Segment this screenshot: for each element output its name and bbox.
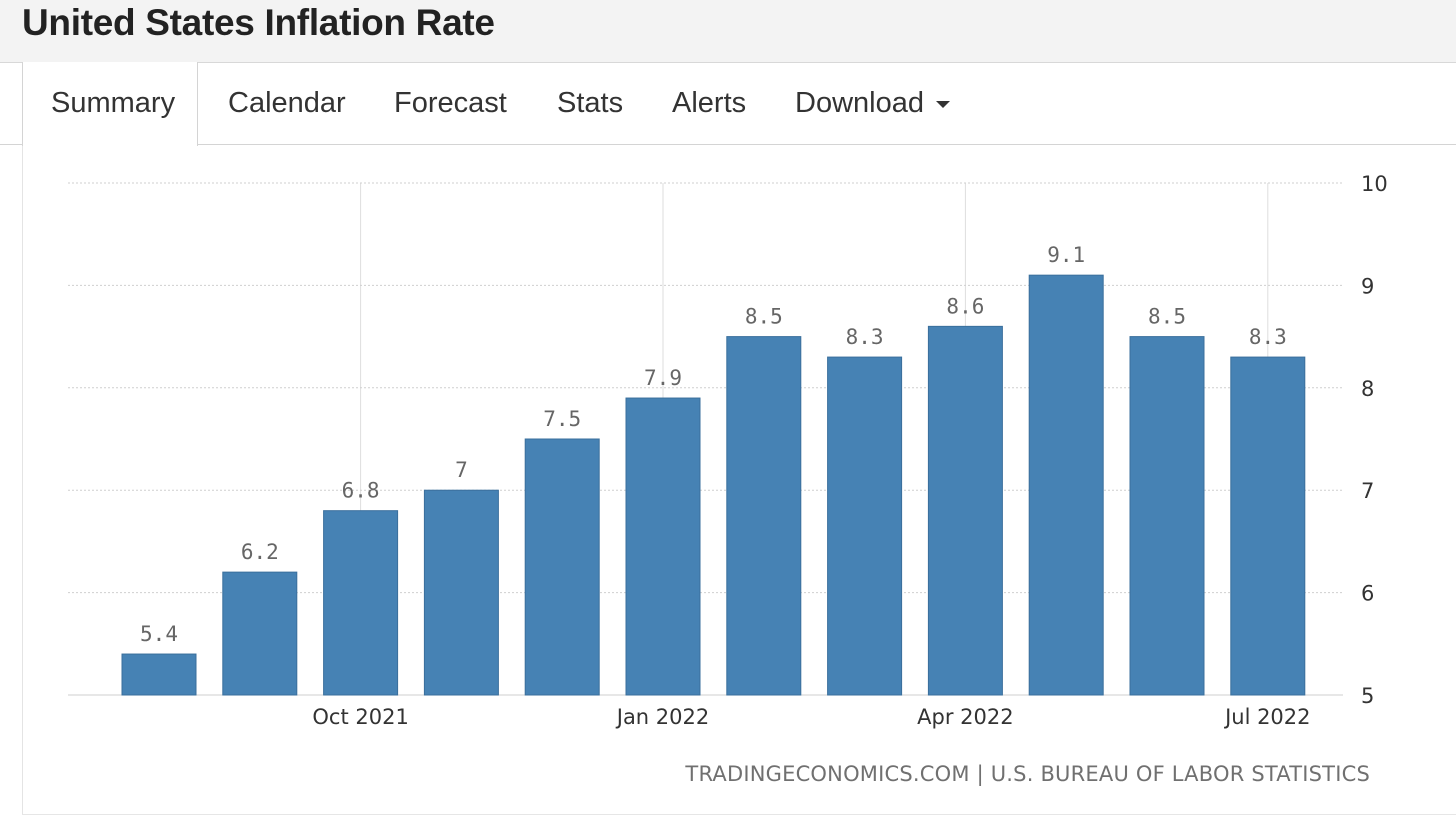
- x-tick-label: Oct 2021: [312, 705, 408, 729]
- y-tick-label: 8: [1361, 377, 1374, 401]
- bar: [1230, 356, 1306, 696]
- chart-source: TRADINGECONOMICS.COM | U.S. BUREAU OF LA…: [685, 762, 1370, 786]
- y-tick-label: 7: [1361, 479, 1374, 503]
- page-title: United States Inflation Rate: [22, 2, 495, 43]
- tab-download-label: Download: [795, 87, 924, 119]
- caret-down-icon: [935, 100, 950, 108]
- bar: [423, 489, 499, 696]
- panel-bottom-border: [22, 814, 1456, 815]
- bar-value-label: 6.2: [241, 540, 279, 564]
- bar: [625, 397, 701, 696]
- bar-value-label: 8.5: [745, 305, 783, 329]
- y-tick-label: 6: [1361, 582, 1374, 606]
- bar: [726, 336, 802, 696]
- bar: [1028, 274, 1104, 696]
- bar: [121, 653, 197, 696]
- bar-value-label: 7.5: [543, 407, 581, 431]
- bar: [323, 510, 399, 696]
- bar-value-label: 8.3: [846, 325, 884, 349]
- bar: [1129, 336, 1205, 696]
- bar-value-label: 8.6: [946, 294, 984, 318]
- tab-stats[interactable]: Stats: [557, 87, 624, 119]
- tab-forecast[interactable]: Forecast: [394, 87, 507, 119]
- tab-summary[interactable]: Summary: [22, 62, 199, 146]
- tabs-divider: [0, 144, 1456, 145]
- y-tick-label: 9: [1361, 274, 1374, 298]
- bar-value-label: 5.4: [140, 622, 178, 646]
- bar-value-label: 8.5: [1148, 305, 1186, 329]
- bar-value-label: 7: [455, 458, 468, 482]
- bar: [524, 438, 600, 696]
- bar: [927, 325, 1003, 696]
- tab-calendar[interactable]: Calendar: [228, 87, 346, 119]
- bar-value-label: 6.8: [342, 479, 380, 503]
- bar: [222, 571, 298, 696]
- panel-left-border: [22, 62, 23, 814]
- bar-value-label: 7.9: [644, 366, 682, 390]
- x-tick-label: Jan 2022: [615, 705, 710, 729]
- bar-value-label: 9.1: [1047, 243, 1085, 267]
- x-tick-label: Apr 2022: [917, 705, 1013, 729]
- tab-alerts[interactable]: Alerts: [672, 87, 747, 119]
- bar-value-label: 8.3: [1249, 325, 1287, 349]
- x-tick-label: Jul 2022: [1223, 705, 1310, 729]
- page-header: United States Inflation Rate: [0, 0, 1456, 63]
- y-tick-label: 5: [1361, 684, 1374, 708]
- tab-download[interactable]: Download: [795, 62, 950, 145]
- bar: [827, 356, 903, 696]
- y-tick-label: 10: [1361, 172, 1388, 196]
